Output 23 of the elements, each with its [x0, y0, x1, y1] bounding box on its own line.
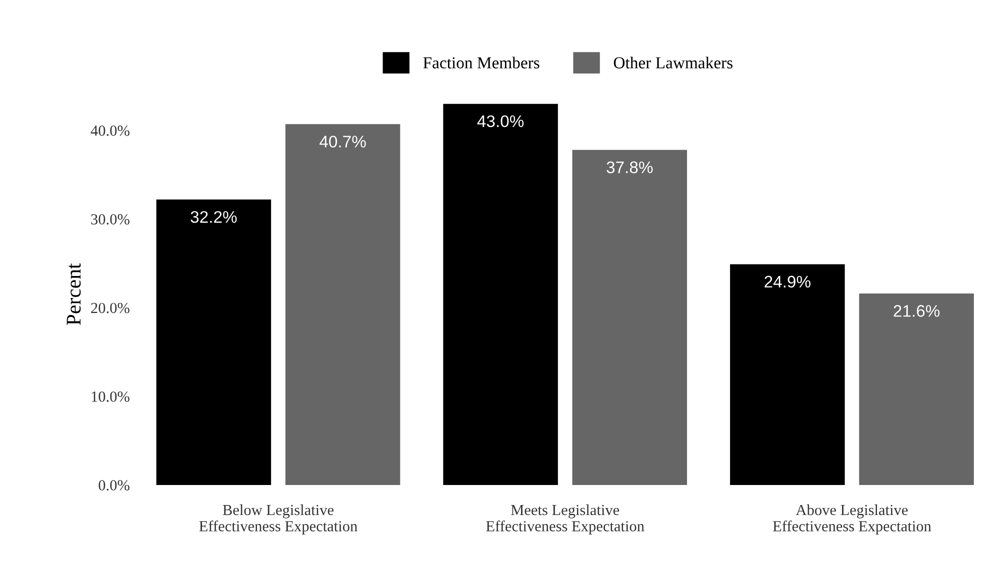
data-label: 24.9%: [764, 276, 810, 288]
legend-label: Faction Members: [423, 56, 540, 68]
bar: [443, 104, 558, 485]
y-tick-label: 30.0%: [91, 214, 130, 225]
y-tick-label: 20.0%: [91, 302, 130, 314]
data-label: 37.8%: [606, 161, 653, 174]
data-label: 32.2%: [190, 211, 237, 223]
bar: [730, 264, 845, 485]
y-tick-label: 0.0%: [98, 480, 130, 490]
y-tick-label: 40.0%: [90, 126, 130, 136]
data-label: 40.7%: [320, 136, 366, 148]
data-label: 21.6%: [894, 305, 940, 317]
x-tick-label: Meets Legislative Effectiveness Expectation: [486, 504, 644, 534]
x-tick-label: Above Legislative Effectiveness Expectation: [772, 504, 932, 534]
legend-label: Other Lawmakers: [614, 56, 732, 68]
y-axis-title: Percent: [66, 263, 81, 326]
bar: [285, 124, 400, 485]
x-tick-label: Below Legislative Effectiveness Expectation: [199, 504, 358, 534]
bar: [156, 200, 272, 485]
bar: [572, 150, 688, 485]
bar: [859, 294, 974, 485]
y-tick-label: 10.0%: [92, 391, 130, 402]
data-label: 43.0%: [477, 115, 524, 128]
